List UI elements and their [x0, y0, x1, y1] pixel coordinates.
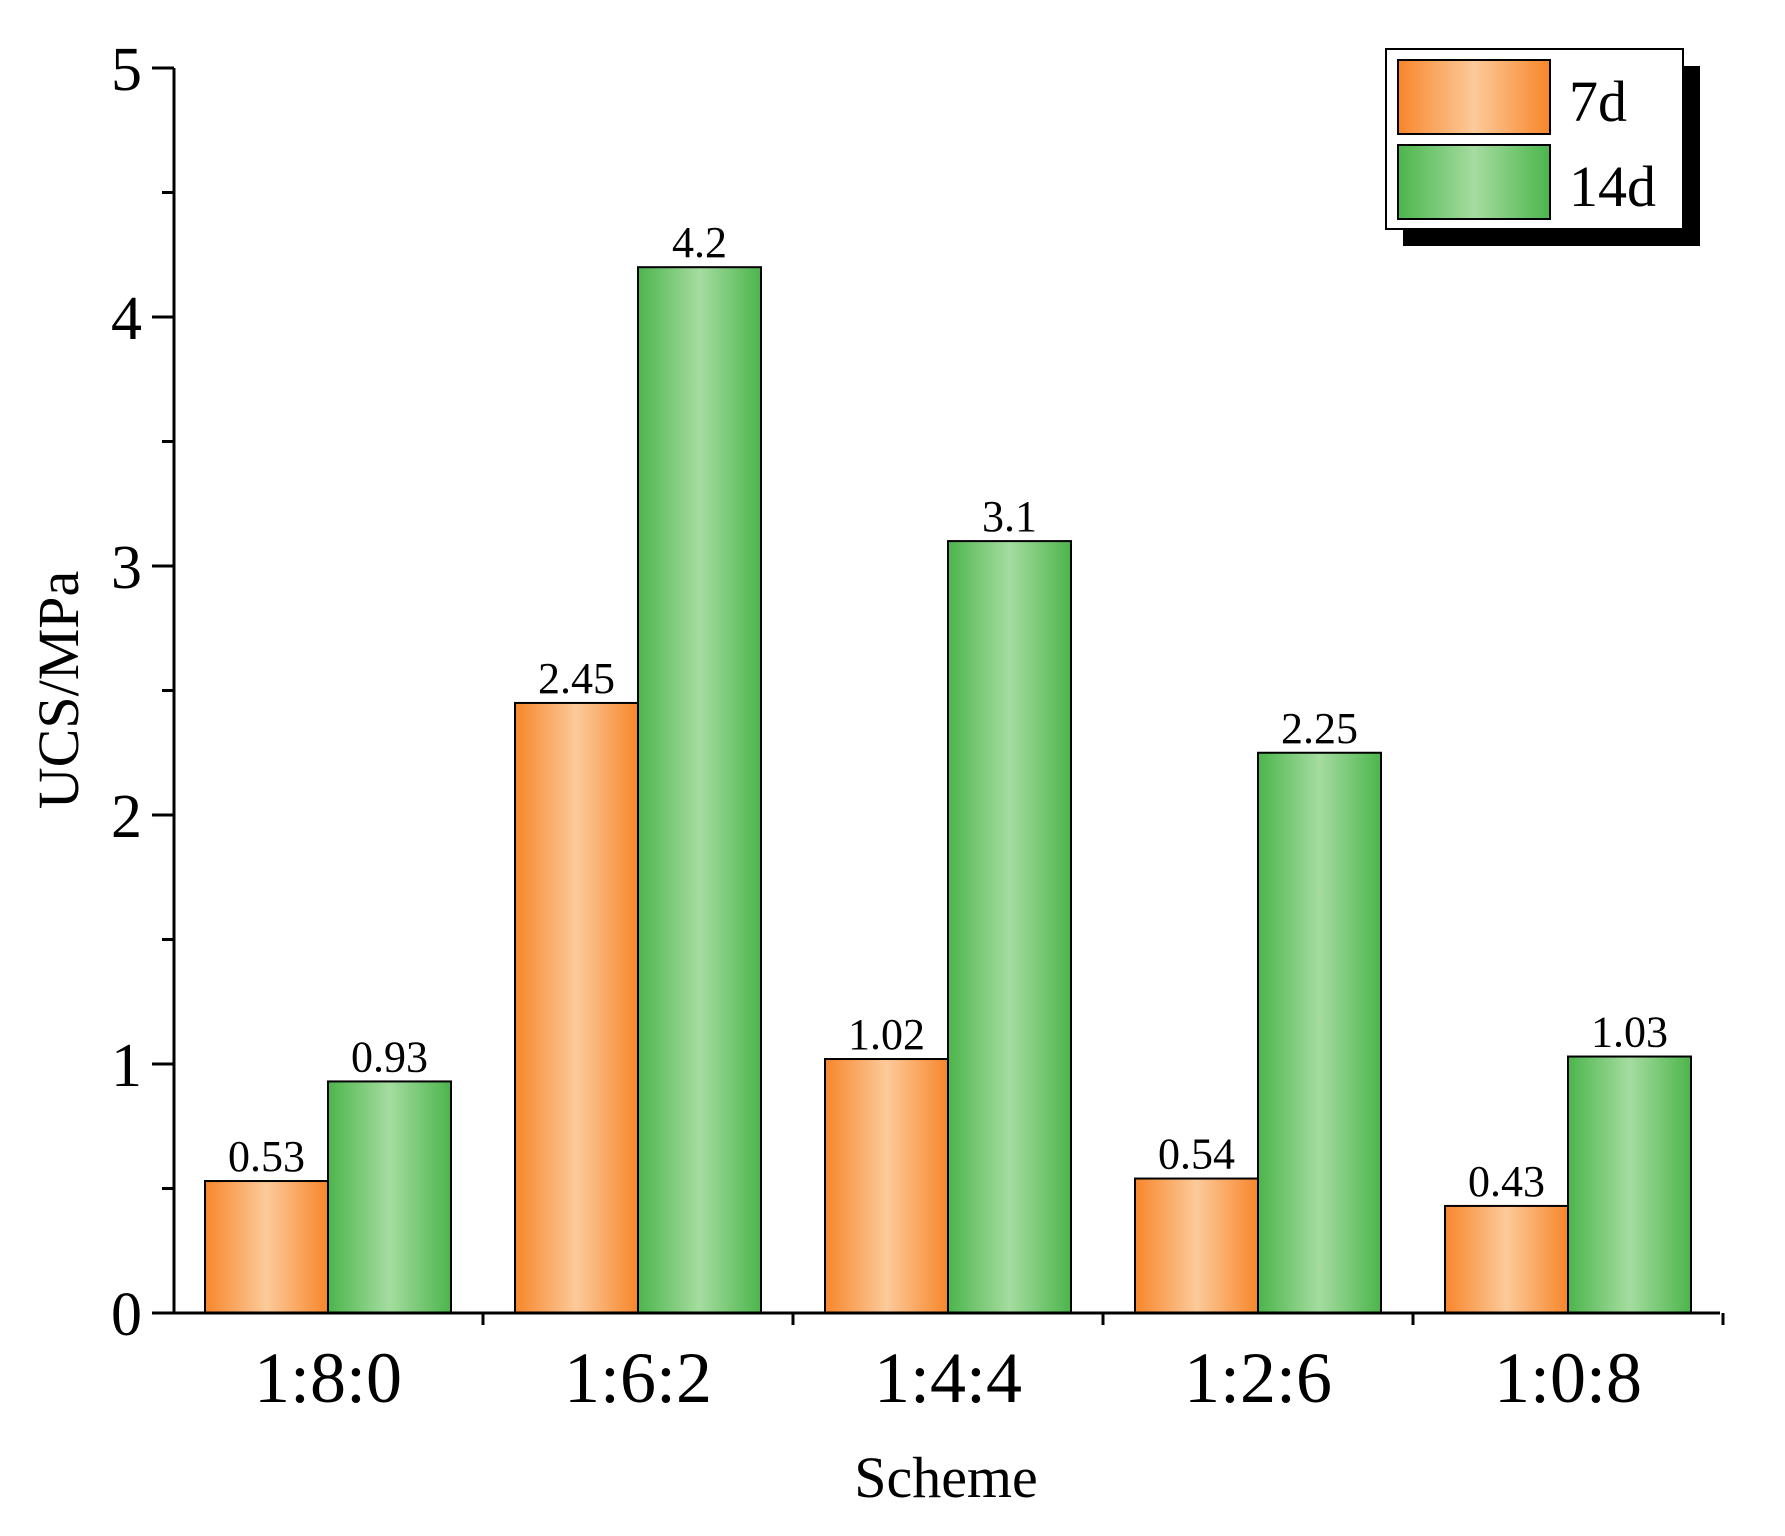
y-tick-label-0: 0: [111, 1281, 142, 1349]
bar-14d-1-2-6: [1257, 751, 1382, 1314]
value-label-7d-1-8-0: 0.53: [228, 1132, 305, 1181]
legend-swatch-7d: [1397, 59, 1551, 135]
value-label-7d-1-6-2: 2.45: [538, 654, 615, 703]
legend-swatch-14d: [1397, 144, 1551, 220]
bar-14d-1-4-4: [947, 540, 1072, 1314]
bar-7d-1-6-2: [514, 701, 639, 1314]
legend: 7d 14d: [1385, 48, 1700, 246]
x-tick-label-1-0-8: 1:0:8: [1494, 1338, 1642, 1418]
x-tick-label-1-4-4: 1:4:4: [874, 1338, 1022, 1418]
x-tick-label-1-2-6: 1:2:6: [1184, 1338, 1332, 1418]
value-label-7d-1-4-4: 1.02: [848, 1010, 925, 1059]
legend-label-14d: 14d: [1569, 154, 1656, 219]
y-tick-label-1: 1: [111, 1032, 142, 1100]
bar-14d-1-6-2: [637, 266, 762, 1315]
y-tick-label-2: 2: [111, 783, 142, 851]
value-label-7d-1-0-8: 0.43: [1468, 1157, 1545, 1206]
bar-14d-1-8-0: [327, 1080, 452, 1315]
value-labels-group: 0.53 0.93 2.45 4.2 1.02 3.1 0.54 2.25 0.43 1.03: [228, 218, 1668, 1206]
y-tick-label-4: 4: [111, 285, 142, 353]
y-axis-title: UCS/MPa: [26, 571, 91, 810]
bar-7d-1-0-8: [1444, 1204, 1569, 1315]
value-label-7d-1-2-6: 0.54: [1158, 1130, 1235, 1179]
value-label-14d-1-4-4: 3.1: [982, 492, 1037, 541]
legend-label-7d: 7d: [1569, 69, 1627, 134]
bars-group: [204, 266, 1692, 1315]
x-axis-ticks: 1:8:0 1:6:2 1:4:4 1:2:6 1:0:8: [254, 1313, 1725, 1418]
bar-7d-1-8-0: [204, 1180, 329, 1315]
value-label-14d-1-2-6: 2.25: [1281, 704, 1358, 753]
bar-7d-1-4-4: [824, 1058, 949, 1315]
x-tick-label-1-6-2: 1:6:2: [564, 1338, 712, 1418]
y-tick-label-5: 5: [111, 36, 142, 104]
x-tick-label-1-8-0: 1:8:0: [254, 1338, 402, 1418]
value-label-14d-1-0-8: 1.03: [1591, 1008, 1668, 1057]
bar-7d-1-2-6: [1134, 1177, 1259, 1315]
y-axis-ticks: 0 1 2 3 4 5: [111, 36, 174, 1349]
bar-14d-1-0-8: [1567, 1055, 1692, 1315]
value-label-14d-1-8-0: 0.93: [351, 1032, 428, 1081]
x-axis-title: Scheme: [854, 1445, 1038, 1510]
y-tick-label-3: 3: [111, 534, 142, 602]
value-label-14d-1-6-2: 4.2: [672, 218, 727, 267]
